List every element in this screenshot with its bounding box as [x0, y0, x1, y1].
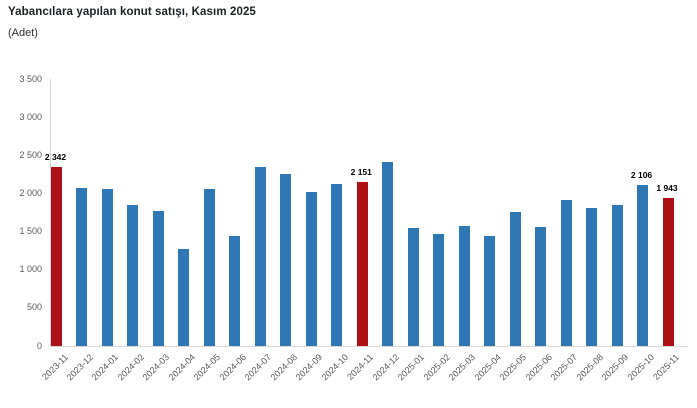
bar-2024-11 — [356, 181, 368, 346]
bar-value-label-2025-11: 1 943 — [656, 182, 678, 193]
bar-value-label-2025-10: 2 106 — [630, 170, 653, 181]
x-tick-label-2025-06: 2025-06 — [523, 352, 554, 383]
y-tick-label: 2 000 — [19, 187, 42, 198]
bar-2024-12 — [382, 162, 394, 346]
bar-2025-11 — [662, 197, 674, 346]
bar-value-label-2024-11: 2 151 — [350, 166, 372, 177]
x-tick-label-2023-12: 2023-12 — [64, 352, 96, 383]
bar-2025-05 — [509, 211, 521, 346]
x-tick-label-2025-02: 2025-02 — [421, 352, 452, 383]
bar-2025-08 — [586, 208, 598, 346]
x-tick-label-2025-07: 2025-07 — [548, 352, 580, 383]
x-tick-label-2024-05: 2024-05 — [192, 352, 223, 383]
x-tick-label-2024-08: 2024-08 — [268, 352, 299, 383]
bar-chart-plot-area — [50, 79, 688, 347]
x-tick-label-2024-09: 2024-09 — [293, 352, 325, 383]
bar-2025-02 — [433, 234, 445, 346]
bar-2024-08 — [280, 174, 292, 346]
x-tick-label-2024-04: 2024-04 — [166, 352, 197, 383]
y-tick-label: 0 — [36, 340, 42, 351]
bar-2024-06 — [229, 236, 241, 346]
bar-2025-09 — [611, 204, 623, 346]
x-tick-label-2025-04: 2025-04 — [472, 352, 503, 383]
bar-2025-07 — [560, 199, 572, 346]
x-tick-label-2025-08: 2025-08 — [574, 352, 605, 383]
bar-2024-02 — [127, 205, 139, 346]
bar-2024-09 — [305, 191, 317, 346]
bar-2024-01 — [101, 188, 113, 346]
x-tick-label-2025-05: 2025-05 — [497, 352, 529, 383]
bar-value-label-2023-11: 2 342 — [44, 152, 67, 163]
x-tick-label-2023-11: 2023-11 — [39, 352, 70, 382]
x-tick-label-2024-10: 2024-10 — [319, 352, 350, 383]
y-tick-label: 1 500 — [19, 226, 42, 237]
y-tick-label: 500 — [26, 302, 42, 313]
chart-title: Yabancılara yapılan konut satışı, Kasım … — [8, 6, 256, 18]
x-tick-label-2024-07: 2024-07 — [242, 352, 274, 383]
bar-2025-04 — [484, 235, 496, 346]
bar-2024-04 — [178, 248, 190, 346]
bar-2025-03 — [458, 226, 470, 346]
x-tick-label-2024-12: 2024-12 — [370, 352, 401, 383]
bar-2024-03 — [152, 210, 164, 346]
bar-2023-12 — [76, 188, 88, 346]
x-tick-label-2024-03: 2024-03 — [141, 352, 172, 383]
x-tick-label-2024-02: 2024-02 — [115, 352, 147, 383]
bar-2025-01 — [407, 228, 419, 346]
bar-2023-11 — [51, 167, 62, 346]
bar-2024-05 — [203, 188, 215, 346]
x-tick-label-2025-01: 2025-01 — [395, 352, 427, 383]
bar-2024-07 — [254, 166, 266, 346]
y-tick-label: 3 000 — [19, 111, 42, 122]
chart-unit-subtitle: (Adet) — [8, 27, 38, 39]
x-tick-label-2025-10: 2025-10 — [625, 352, 656, 383]
y-tick-label: 1 000 — [19, 264, 42, 275]
bar-2025-10 — [637, 185, 649, 346]
x-tick-label-2025-11: 2025-11 — [651, 352, 682, 382]
x-tick-label-2024-01: 2024-01 — [90, 352, 121, 383]
x-tick-label-2025-09: 2025-09 — [599, 352, 631, 383]
x-tick-label-2024-11: 2024-11 — [345, 352, 376, 382]
bar-2025-06 — [535, 226, 547, 346]
y-tick-label: 3 500 — [19, 73, 42, 84]
x-tick-label-2024-06: 2024-06 — [217, 352, 248, 383]
y-tick-label: 2 500 — [19, 149, 42, 160]
x-tick-label-2025-03: 2025-03 — [446, 352, 478, 383]
bar-2024-10 — [331, 183, 343, 346]
